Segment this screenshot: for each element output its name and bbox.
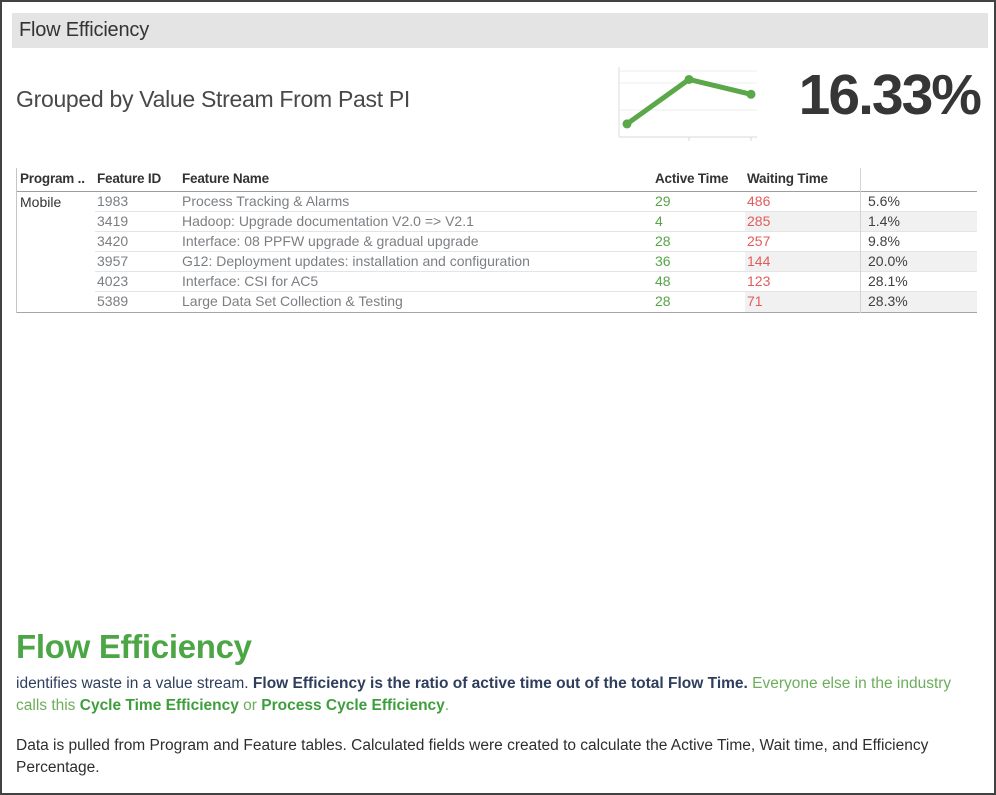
table-row[interactable]: 3420 Interface: 08 PPFW upgrade & gradua… [16,232,977,252]
table-header-row: Program .. Feature ID Feature Name Activ… [16,168,977,192]
feature-id-cell: 3419 [97,213,129,229]
cycle-time-efficiency-term: Cycle Time Efficiency [79,697,239,714]
efficiency-cell: 28.1% [868,273,908,289]
table-row[interactable]: 5389 Large Data Set Collection & Testing… [16,292,977,312]
active-time-cell: 28 [655,233,671,249]
feature-name-cell: Large Data Set Collection & Testing [182,293,403,309]
active-time-cell: 4 [655,213,663,229]
efficiency-cell: 28.3% [868,293,908,309]
feature-name-cell: Interface: CSI for AC5 [182,273,319,289]
program-group-label[interactable]: Mobile [20,194,62,210]
column-header-feature-id[interactable]: Feature ID [97,171,162,186]
description-intro-text: identifies waste in a value stream. [16,675,253,692]
feature-id-cell: 3420 [97,233,129,249]
table-left-border [16,168,17,313]
subtitle: Grouped by Value Stream From Past PI [16,86,411,112]
efficiency-cell: 9.8% [868,233,900,249]
feature-name-cell: Interface: 08 PPFW upgrade & gradual upg… [182,233,479,249]
sparkline-point [622,119,632,129]
table-row[interactable]: 3419 Hadoop: Upgrade documentation V2.0 … [16,212,977,232]
table-column-divider [860,168,861,313]
efficiency-cell: 5.6% [868,193,900,209]
waiting-time-cell: 123 [747,273,771,289]
table-row[interactable]: 4023 Interface: CSI for AC5 48 123 28.1% [16,272,977,292]
footer-heading: Flow Efficiency [16,628,252,665]
description-definition-text: Flow Efficiency is the ratio of active t… [252,675,748,692]
feature-table: Program .. Feature ID Feature Name Activ… [16,168,977,313]
kpi-value: 16.33% [798,63,982,127]
column-header-active-time[interactable]: Active Time [655,171,729,186]
description-green-text: . [444,697,450,714]
waiting-time-cell: 144 [747,253,771,269]
active-time-cell: 29 [655,193,671,209]
efficiency-cell: 20.0% [868,253,908,269]
description-green-text: or [238,697,262,714]
sparkline-point [684,74,694,84]
footer-description: identifies waste in a value stream. Flow… [16,673,954,717]
table-body: Mobile 1983 Process Tracking & Alarms 29… [16,192,977,313]
table-row[interactable]: 3957 G12: Deployment updates: installati… [16,252,977,272]
description-green-text: Everyone else in the industry calls this [16,675,952,714]
column-header-feature-name[interactable]: Feature Name [182,171,269,186]
efficiency-cell: 1.4% [868,213,900,229]
active-time-cell: 48 [655,273,671,289]
column-header-program[interactable]: Program .. [20,171,85,186]
feature-name-cell: Hadoop: Upgrade documentation V2.0 => V2… [182,213,474,229]
sparkline-chart[interactable] [614,59,759,144]
feature-id-cell: 1983 [97,193,129,209]
waiting-time-cell: 285 [747,213,771,229]
sparkline-series [622,74,756,129]
active-time-cell: 36 [655,253,671,269]
feature-id-cell: 4023 [97,273,129,289]
waiting-time-cell: 257 [747,233,771,249]
feature-id-cell: 5389 [97,293,129,309]
active-time-cell: 28 [655,293,671,309]
footer-note: Data is pulled from Program and Feature … [16,737,929,776]
table-row[interactable]: 1983 Process Tracking & Alarms 29 486 5.… [16,192,977,212]
sparkline-point [746,89,756,99]
process-cycle-efficiency-term: Process Cycle Efficiency [261,697,445,714]
dashboard-title: Flow Efficiency [19,19,150,41]
feature-name-cell: Process Tracking & Alarms [182,193,350,209]
waiting-time-cell: 71 [747,293,763,309]
dashboard-title-bar: Flow Efficiency [12,13,988,48]
sparkline-gridlines [618,67,757,141]
feature-id-cell: 3957 [97,253,129,269]
column-header-waiting-time[interactable]: Waiting Time [747,171,828,186]
feature-name-cell: G12: Deployment updates: installation an… [182,253,530,269]
waiting-time-cell: 486 [747,193,771,209]
